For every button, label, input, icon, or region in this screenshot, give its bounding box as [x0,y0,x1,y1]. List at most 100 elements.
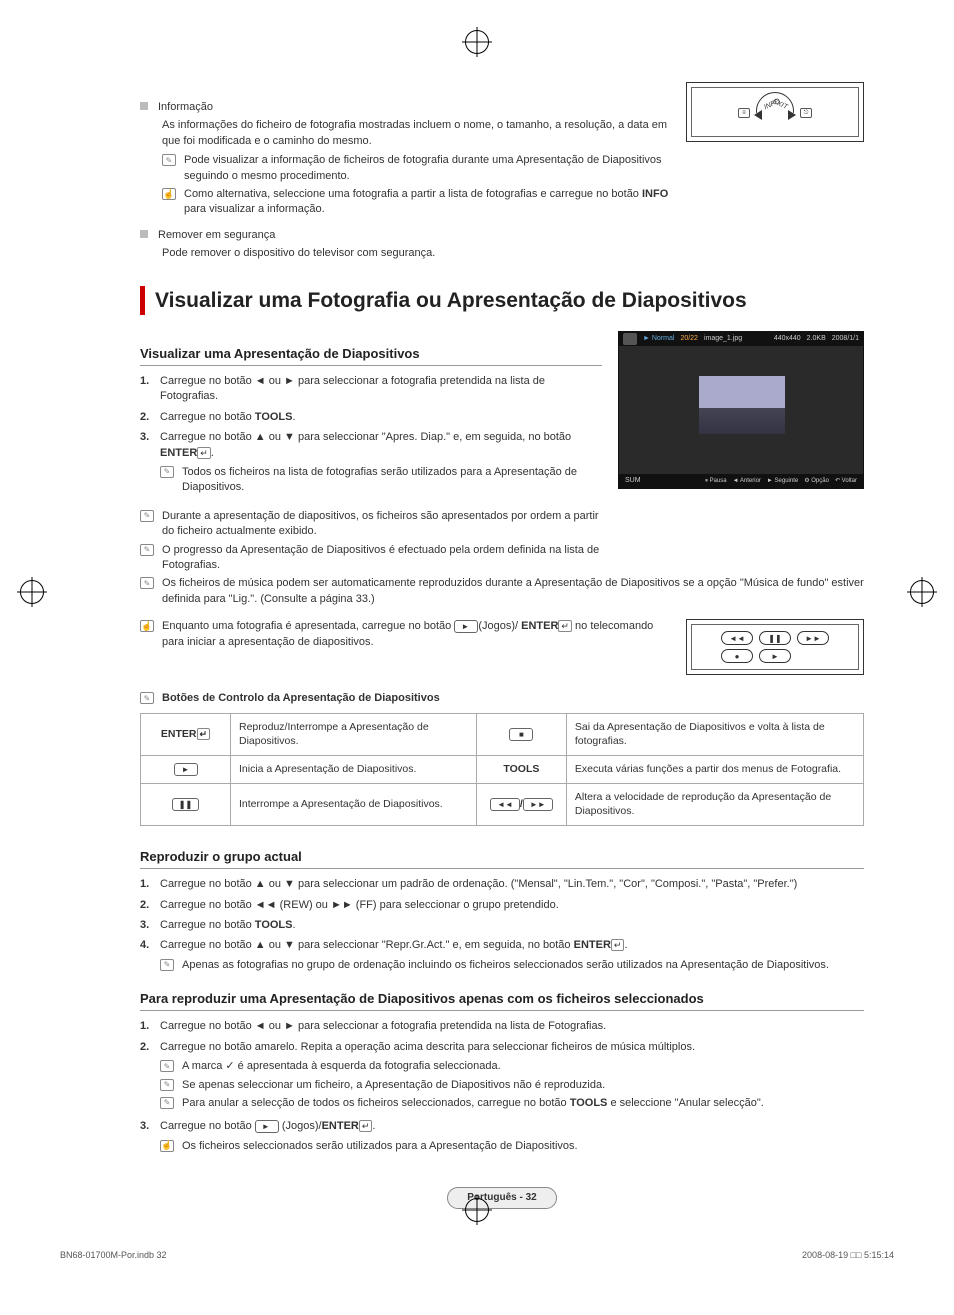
page-footer-badge: Português - 32 [447,1187,557,1209]
step-number: 2. [140,410,160,425]
table-key-play: ► [141,755,231,783]
table-val: Reproduz/Interrompe a Apresentação de Di… [231,713,477,755]
registration-mark-right [910,580,934,604]
info-label: Informação [158,100,213,115]
info-alt: Como alternativa, seleccione uma fotogra… [184,187,670,218]
ss-file: image_1.jpg [704,334,742,344]
enter-icon: ↵ [611,939,625,951]
stop-button [797,649,829,663]
step-number: 3. [140,918,160,933]
sec2-s2: Carregue no botão ◄◄ (REW) ou ►► (FF) pa… [160,898,864,913]
table-val: Executa várias funções a partir dos menu… [566,755,863,783]
remote-right-btn: ⎋ [800,108,812,118]
page-title: Visualizar uma Fotografia ou Apresentaçã… [140,286,864,315]
note-icon: ✎ [160,1079,174,1091]
section1-heading: Visualizar uma Apresentação de Diapositi… [140,345,602,366]
note-icon: ✎ [162,154,176,166]
ss-preview-image [699,376,785,434]
sec2-s3: Carregue no botão TOOLS. [160,918,864,933]
remove-text: Pode remover o dispositivo do televisor … [140,246,670,261]
step2-text: Carregue no botão TOOLS. [160,410,602,425]
sec1-note-b: O progresso da Apresentação de Diapositi… [162,543,602,574]
sec3-s2-n1: A marca ✓ é apresentada à esquerda da fo… [182,1059,501,1074]
sec2-s1: Carregue no botão ▲ ou ▼ para selecciona… [160,877,864,892]
section3-heading: Para reproduzir uma Apresentação de Diap… [140,990,864,1011]
step-number: 1. [140,877,160,892]
info-alt-bold: INFO [642,188,668,200]
step-number: 1. [140,1019,160,1034]
sec3-s3: Carregue no botão ► (Jogos)/ENTER↵. ☝ Os… [160,1119,864,1157]
note-icon: ✎ [140,510,154,522]
pause-button: ❚❚ [759,631,791,645]
table-val: Sai da Apresentação de Diapositivos e vo… [566,713,863,755]
table-val: Altera a velocidade de reprodução da Apr… [566,783,863,825]
step3-text: Carregue no botão ▲ ou ▼ para selecciona… [160,430,602,499]
note-icon: ✎ [160,1060,174,1072]
ss-size: 2.0KB [807,334,826,344]
ss-next: ► Seguinte [767,477,798,485]
registration-mark-left [20,580,44,604]
enter-icon: ↵ [558,620,572,632]
note-icon: ✎ [160,959,174,971]
sec1-hand: Enquanto uma fotografia é apresentada, c… [162,619,670,650]
ss-normal: ► Normal [643,334,674,344]
note-icon: ✎ [140,692,154,704]
table-key-rewff: ◄◄/►► [476,783,566,825]
note-icon: ✎ [160,1097,174,1109]
sec3-s2-n2: Se apenas seleccionar um ficheiro, a Apr… [182,1078,605,1093]
section2-heading: Reproduzir o grupo actual [140,848,864,869]
remote-diagram-playback: ◄◄ ❚❚ ►► ● ► [686,619,864,675]
enter-icon: ↵ [197,447,211,459]
ss-pause: ⏸ Pausa [705,477,727,485]
hand-icon: ☝ [160,1140,174,1152]
remove-label: Remover em segurança [158,228,275,243]
sec1-note-c: Os ficheiros de música podem ser automat… [162,576,864,607]
ss-date: 2008/1/1 [832,334,859,344]
sec1-note-a: Durante a apresentação de diapositivos, … [162,509,602,540]
rewind-button: ◄◄ [721,631,753,645]
bullet-icon [140,102,148,110]
doc-footer-right: 2008-08-19 □□ 5:15:14 [802,1249,894,1262]
ss-back: ↶ Voltar [835,477,857,485]
play-key-icon: ► [454,620,478,633]
step-number: 3. [140,1119,160,1157]
table-key-tools: TOOLS [476,755,566,783]
table-val: Inicia a Apresentação de Diapositivos. [231,755,477,783]
note-icon: ✎ [140,577,154,589]
table-key-enter: ENTER↵ [141,713,231,755]
enter-icon: ↵ [197,728,211,740]
enter-icon: ↵ [359,1120,373,1132]
ss-prev: ◄ Anterior [733,477,761,485]
sec2-s4: Carregue no botão ▲ ou ▼ para selecciona… [160,938,864,976]
sec3-s1: Carregue no botão ◄ ou ► para selecciona… [160,1019,864,1034]
info-alt-2: para visualizar a informação. [184,203,325,215]
forward-button: ►► [797,631,829,645]
table-val: Interrompe a Apresentação de Diapositivo… [231,783,477,825]
ss-opt: ⚙ Opção [804,477,829,485]
info-alt-1: Como alternativa, seleccione uma fotogra… [184,188,642,200]
sec3-s2: Carregue no botão amarelo. Repita a oper… [160,1040,864,1115]
sec2-s4-note: Apenas as fotografias no grupo de ordena… [182,958,829,973]
doc-footer-left: BN68-01700M-Por.indb 32 [60,1249,167,1262]
remote-diagram-info: INFO EXIT ≡ ⎋ [686,82,864,142]
ss-counter: 20/22 [680,334,698,344]
bullet-icon [140,230,148,238]
step-number: 3. [140,430,160,499]
play-key-icon: ► [255,1120,279,1133]
hand-icon: ☝ [140,620,154,632]
remote-left-btn: ≡ [738,108,750,118]
tv-screenshot: ► Normal 20/22 image_1.jpg 440x440 2.0KB… [618,331,864,489]
sec3-s2-n3: Para anular a selecção de todos os fiche… [182,1096,764,1111]
note-icon: ✎ [140,544,154,556]
step-number: 1. [140,374,160,405]
ss-thumb-icon [623,333,637,345]
ss-sum: SUM [625,476,641,486]
note-icon: ✎ [160,466,174,478]
step-number: 2. [140,898,160,913]
step1-text: Carregue no botão ◄ ou ► para selecciona… [160,374,602,405]
ss-res: 440x440 [774,334,801,344]
play-button: ► [759,649,791,663]
hand-icon: ☝ [162,188,176,200]
table-heading: Botões de Controlo da Apresentação de Di… [162,691,440,706]
record-button: ● [721,649,753,663]
